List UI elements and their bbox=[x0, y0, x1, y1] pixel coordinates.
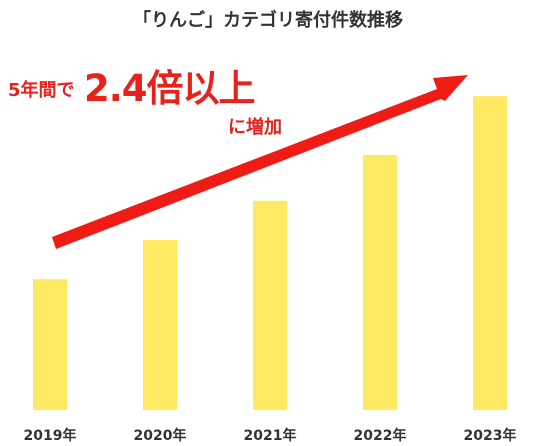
bar-2023年 bbox=[473, 96, 507, 411]
x-tick-label: 2022年 bbox=[354, 427, 407, 444]
annotation-suffix: に増加 bbox=[228, 117, 282, 138]
tick-labels-group: 2019年 2020年 2021年 2022年 2023年 bbox=[24, 427, 517, 444]
x-tick-label: 2021年 bbox=[244, 427, 297, 444]
bar-2019年 bbox=[33, 279, 67, 410]
annotation-highlight: 2.4倍以上 bbox=[84, 67, 256, 110]
annotation-prefix: 5年間で bbox=[8, 80, 75, 101]
bar-2022年 bbox=[363, 155, 397, 410]
growth-arrow-shape bbox=[52, 75, 468, 249]
x-tick-label: 2020年 bbox=[134, 427, 187, 444]
bars-group bbox=[33, 96, 507, 411]
bar-2021年 bbox=[253, 200, 287, 410]
chart-title: 「りんご」カテゴリ寄付件数推移 bbox=[133, 10, 403, 31]
x-tick-label: 2023年 bbox=[464, 427, 517, 444]
x-tick-label: 2019年 bbox=[24, 427, 77, 444]
growth-arrow bbox=[52, 75, 468, 249]
bar-2020年 bbox=[143, 240, 177, 410]
